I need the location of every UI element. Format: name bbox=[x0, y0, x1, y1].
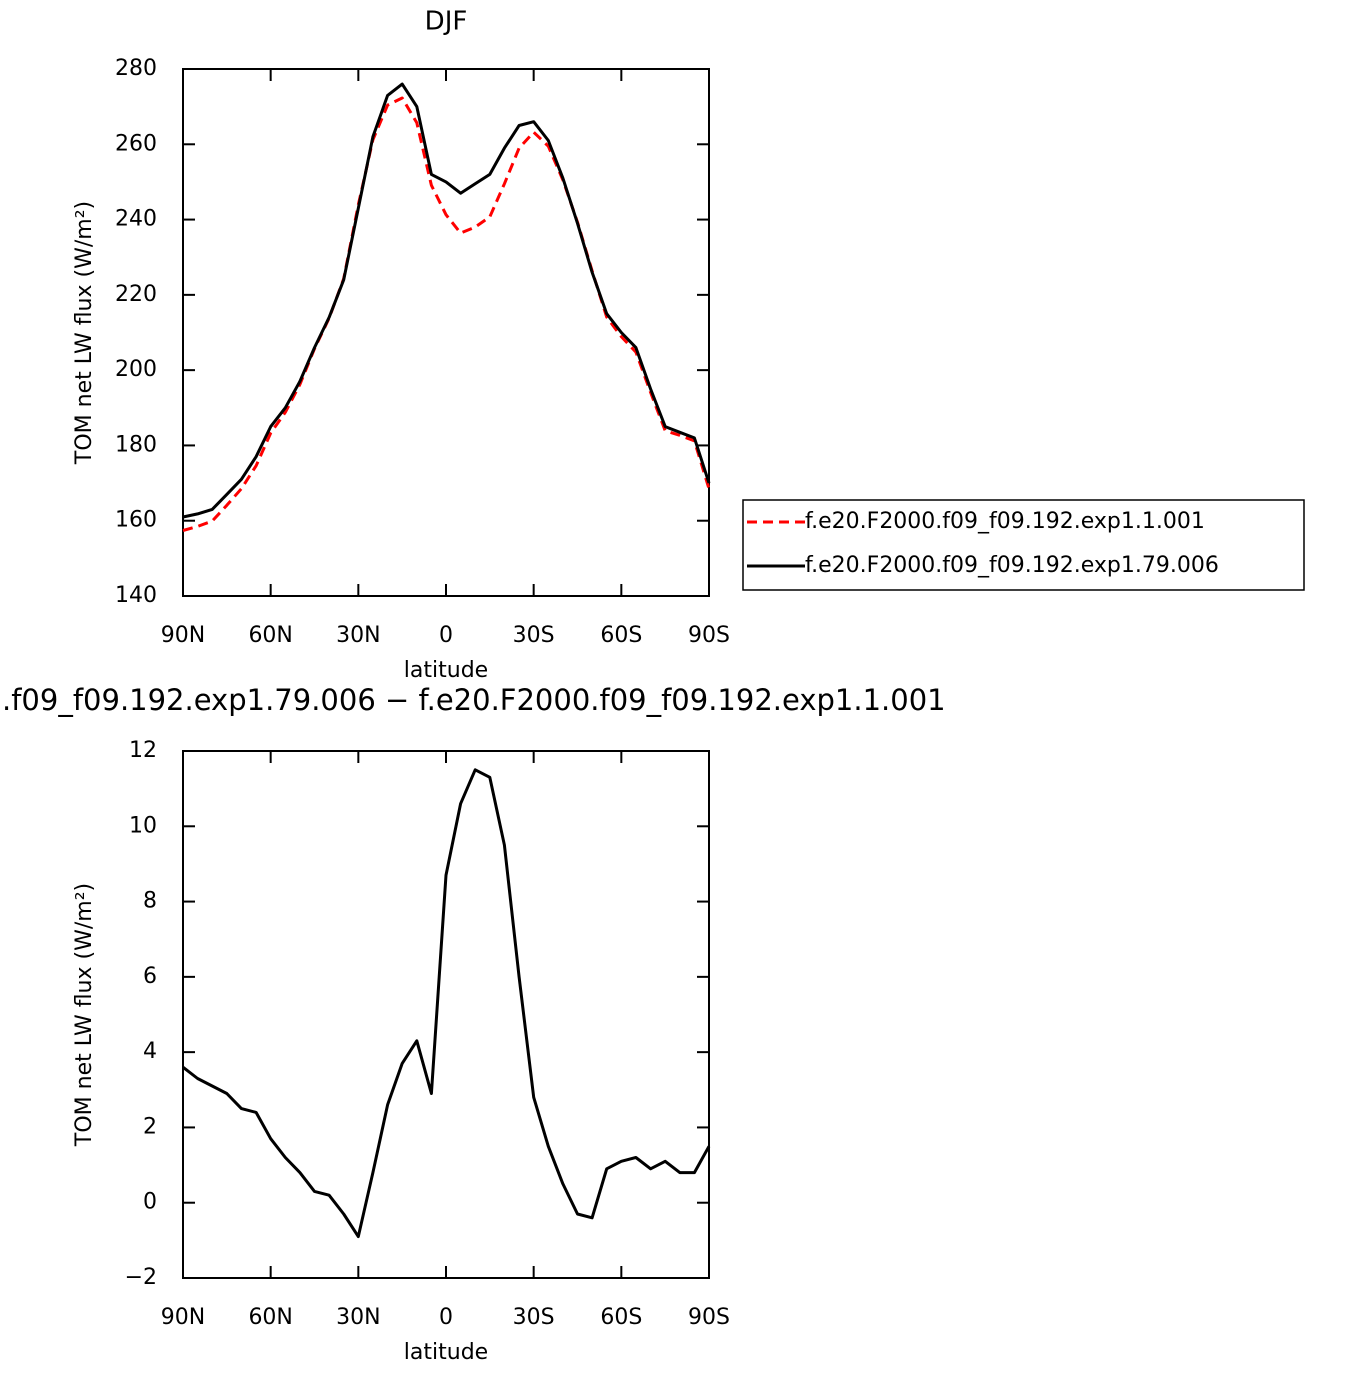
x-tick-label: 30S bbox=[513, 623, 555, 648]
x-tick-label: 90N bbox=[161, 1305, 205, 1330]
data-line bbox=[182, 768, 711, 1239]
x-tick-label: 30S bbox=[513, 1305, 555, 1330]
x-axis-label: latitude bbox=[404, 658, 488, 683]
y-tick-label: 10 bbox=[129, 813, 157, 838]
y-tick-label: 140 bbox=[115, 583, 157, 608]
legend-box bbox=[742, 499, 1305, 591]
y-axis-label: TOM net LW flux (W/m²) bbox=[72, 883, 97, 1147]
x-tick-label: 0 bbox=[439, 1305, 453, 1330]
y-tick-label: 180 bbox=[115, 432, 157, 457]
x-tick-label: 60N bbox=[248, 1305, 292, 1330]
y-tick-label: 200 bbox=[115, 357, 157, 382]
y-tick-label: 2 bbox=[143, 1114, 157, 1139]
x-tick-label: 60N bbox=[248, 623, 292, 648]
x-tick-label: 30N bbox=[336, 623, 380, 648]
y-tick-label: 8 bbox=[143, 889, 157, 914]
y-tick-label: 0 bbox=[143, 1190, 157, 1215]
y-tick-label: 220 bbox=[115, 282, 157, 307]
x-tick-label: 30N bbox=[336, 1305, 380, 1330]
y-tick-label: 240 bbox=[115, 207, 157, 232]
y-tick-label: 160 bbox=[115, 508, 157, 533]
legend-label: f.e20.F2000.f09_f09.192.exp1.79.006 bbox=[805, 553, 1219, 578]
x-tick-label: 60S bbox=[600, 1305, 642, 1330]
y-tick-label: −2 bbox=[125, 1265, 157, 1290]
x-tick-label: 60S bbox=[600, 623, 642, 648]
data-line bbox=[182, 82, 711, 519]
y-tick-label: 4 bbox=[143, 1039, 157, 1064]
y-tick-label: 6 bbox=[143, 964, 157, 989]
y-tick-label: 280 bbox=[115, 56, 157, 81]
x-axis-label: latitude bbox=[404, 1340, 488, 1365]
chart-title: .f09_f09.192.exp1.79.006 − f.e20.F2000.f… bbox=[2, 683, 946, 717]
x-tick-label: 90N bbox=[161, 623, 205, 648]
data-line bbox=[182, 96, 711, 532]
y-tick-label: 260 bbox=[115, 131, 157, 156]
plot-frame bbox=[182, 750, 710, 1279]
y-axis-label: TOM net LW flux (W/m²) bbox=[72, 201, 97, 465]
x-tick-label: 0 bbox=[439, 623, 453, 648]
legend-label: f.e20.F2000.f09_f09.192.exp1.1.001 bbox=[805, 509, 1205, 534]
y-tick-label: 12 bbox=[129, 738, 157, 763]
x-tick-label: 90S bbox=[688, 623, 730, 648]
chart-title: DJF bbox=[425, 7, 468, 37]
x-tick-label: 90S bbox=[688, 1305, 730, 1330]
plot-frame bbox=[182, 68, 710, 597]
